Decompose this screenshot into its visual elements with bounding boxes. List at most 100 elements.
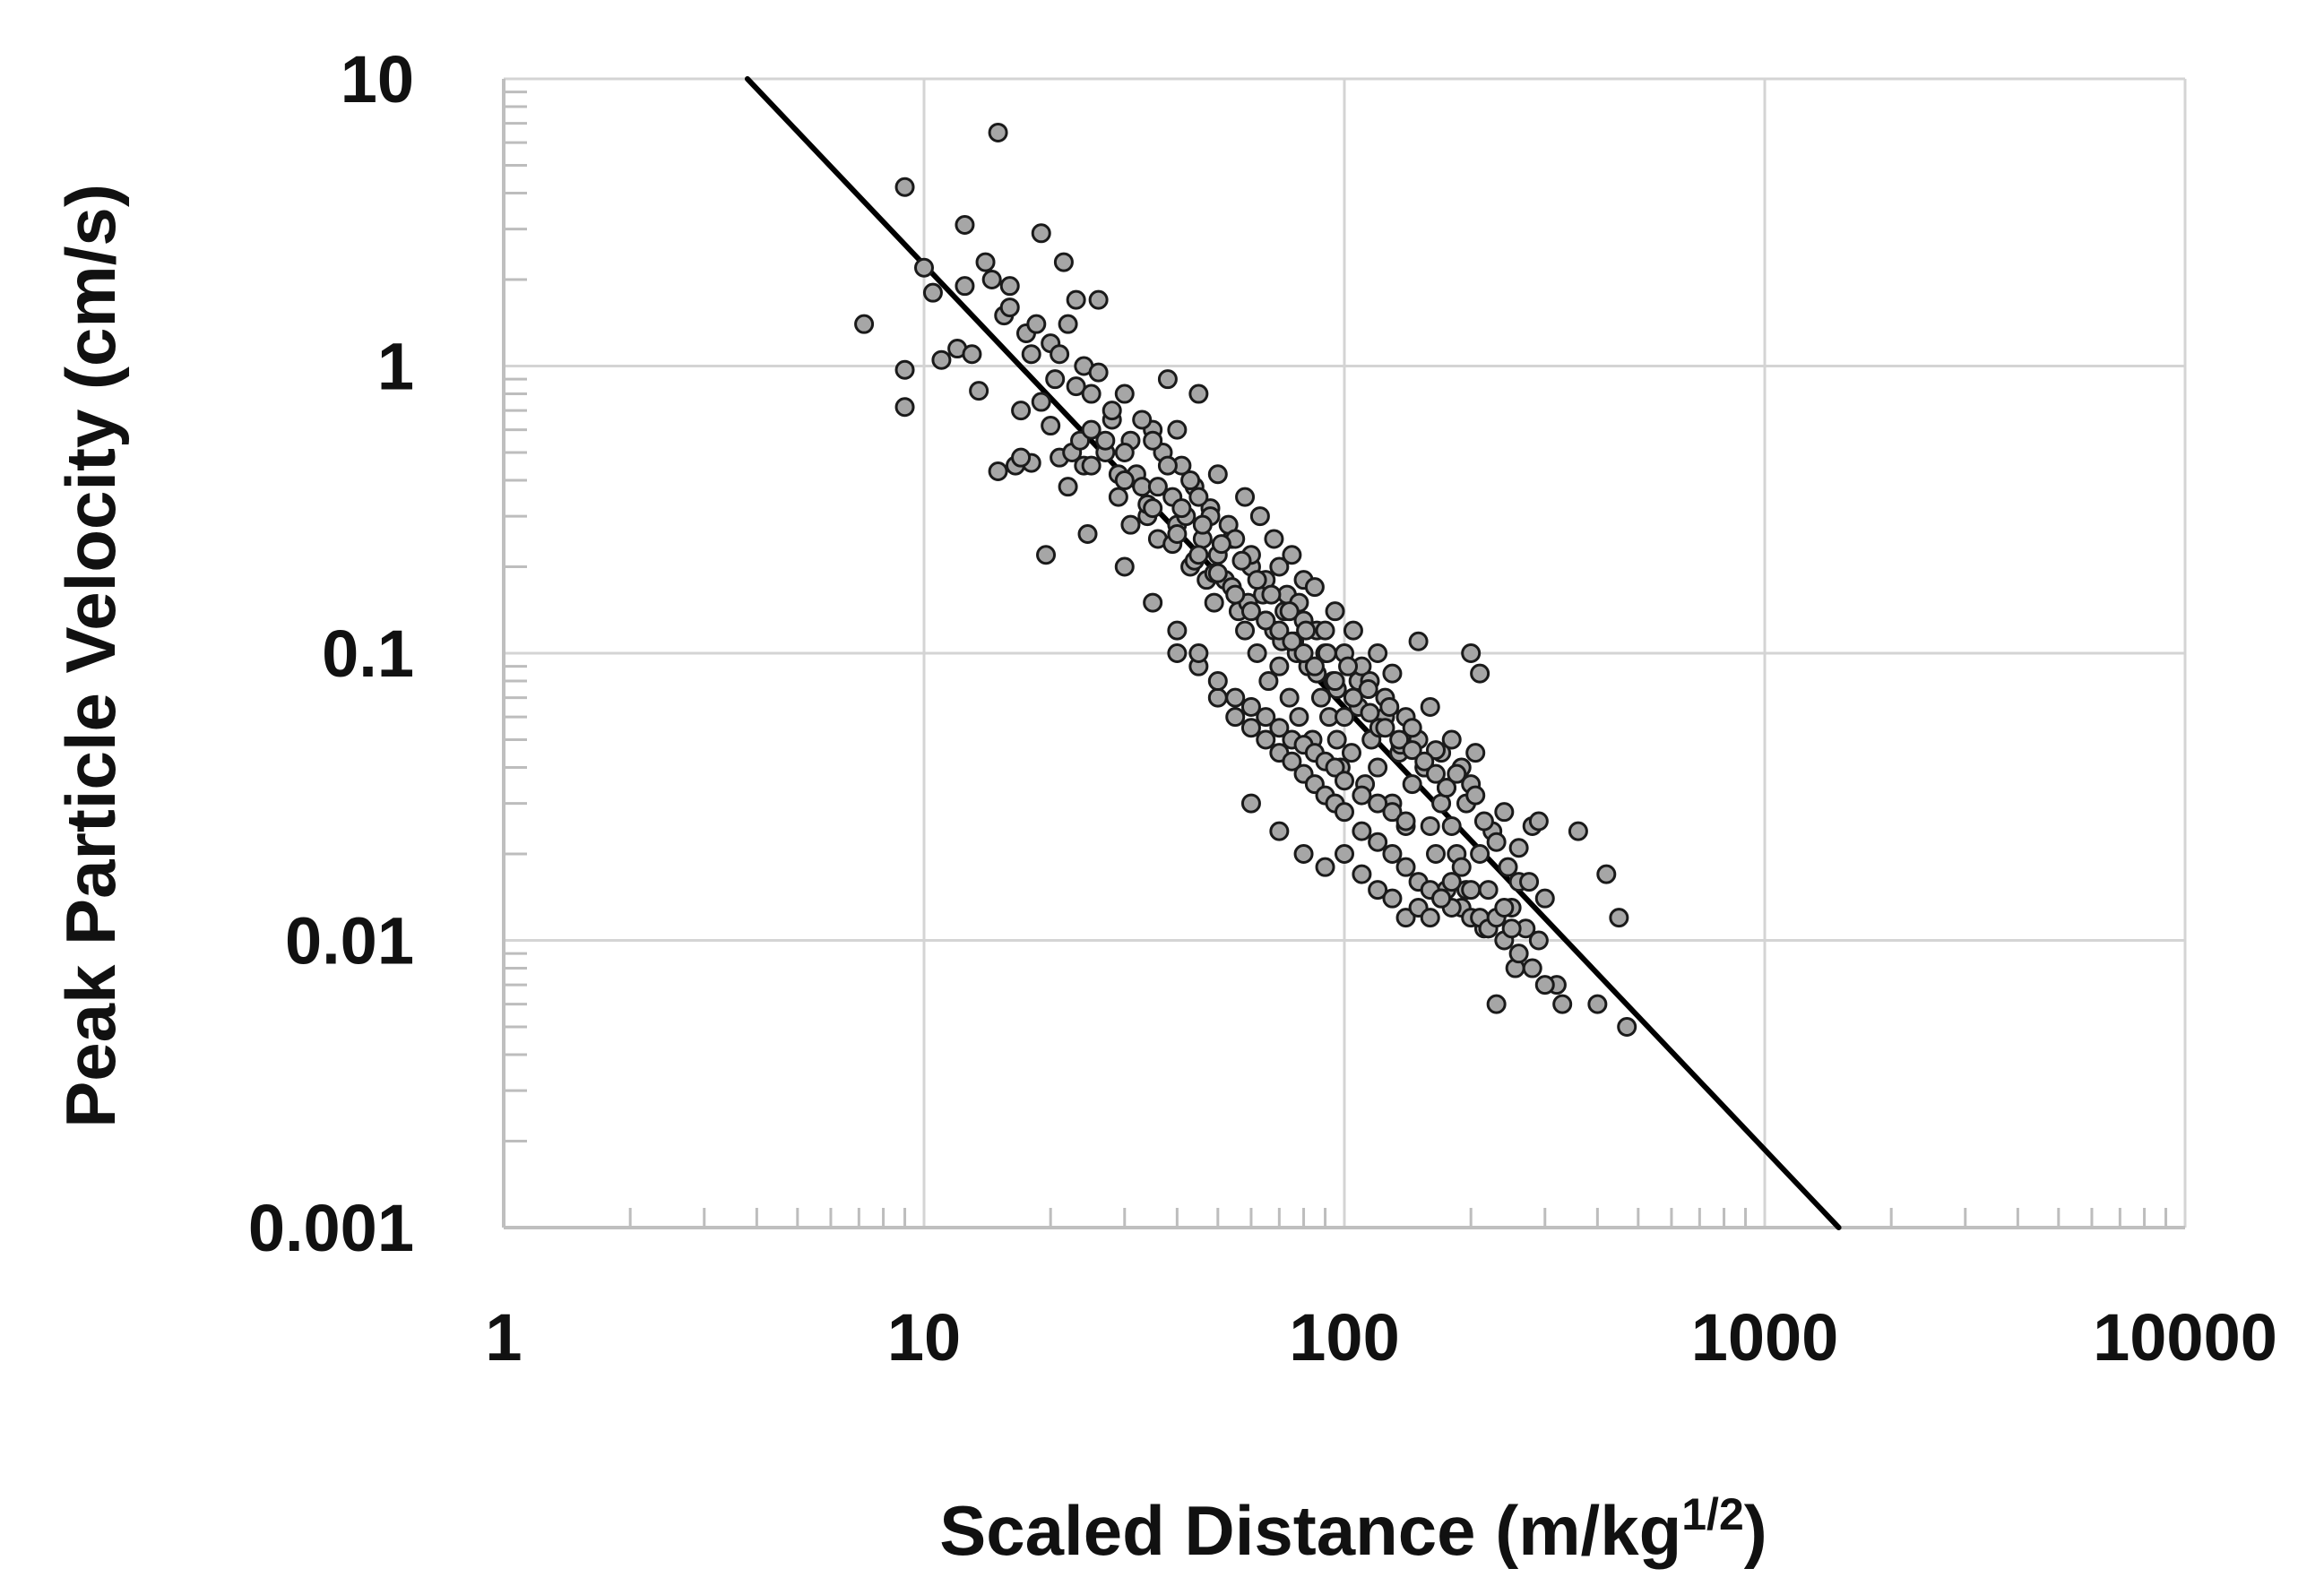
- data-point: [1011, 447, 1032, 468]
- data-point: [1441, 815, 1462, 836]
- data-point: [1293, 643, 1314, 663]
- data-point: [1465, 785, 1486, 806]
- data-point: [1326, 729, 1347, 750]
- data-point: [1486, 994, 1507, 1014]
- data-point: [1395, 908, 1416, 928]
- data-point: [1414, 751, 1435, 771]
- data-point: [1420, 815, 1440, 836]
- data-point: [1358, 679, 1378, 700]
- data-point: [1325, 757, 1345, 778]
- x-tick-labels: 1 10 100 1000 10000: [485, 1300, 2276, 1375]
- data-point: [1188, 643, 1209, 663]
- data-point: [1045, 369, 1066, 390]
- data-point: [1382, 844, 1403, 865]
- data-point: [1360, 702, 1380, 723]
- data-point: [1167, 524, 1188, 545]
- data-point: [1420, 908, 1440, 928]
- data-point: [1143, 592, 1163, 613]
- data-point: [969, 381, 989, 401]
- data-point: [1261, 584, 1282, 605]
- scatter-points: [854, 122, 1637, 1037]
- data-point: [1501, 918, 1522, 939]
- data-point: [1408, 631, 1429, 651]
- data-point: [1102, 401, 1122, 421]
- data-point: [1240, 601, 1261, 622]
- data-point: [1207, 687, 1228, 708]
- data-point: [999, 276, 1020, 297]
- data-point: [1596, 864, 1617, 884]
- data-point: [1207, 563, 1228, 583]
- data-point: [1225, 687, 1246, 708]
- data-point: [1095, 430, 1116, 451]
- data-point: [1282, 631, 1302, 651]
- data-point: [1451, 857, 1472, 877]
- data-point: [1379, 696, 1400, 717]
- data-point: [1192, 514, 1213, 535]
- data-point: [1461, 880, 1482, 901]
- data-point: [1352, 864, 1372, 884]
- data-point: [1389, 729, 1410, 750]
- data-point: [1470, 663, 1490, 684]
- data-point: [1395, 811, 1416, 832]
- data-point: [1066, 376, 1086, 397]
- data-point: [1441, 729, 1462, 750]
- data-point: [1225, 707, 1246, 728]
- data-point: [1368, 880, 1388, 901]
- y-tick-label: 10: [341, 42, 414, 116]
- data-point: [1426, 740, 1446, 761]
- data-point: [914, 257, 934, 278]
- x-tick-label: 10: [887, 1300, 961, 1375]
- data-point: [1293, 844, 1314, 865]
- data-point: [999, 297, 1020, 318]
- data-point: [1240, 793, 1261, 814]
- data-point: [1315, 857, 1335, 877]
- data-point: [1011, 401, 1032, 421]
- data-point: [1269, 620, 1290, 641]
- data-point: [1114, 442, 1135, 462]
- data-point: [1470, 844, 1490, 865]
- data-point: [1249, 506, 1270, 527]
- data-point: [975, 252, 996, 272]
- data-point: [1441, 872, 1462, 892]
- data-point: [1041, 416, 1061, 436]
- data-point: [1247, 570, 1267, 590]
- x-tick-label: 10000: [2093, 1300, 2277, 1375]
- data-point: [1132, 409, 1153, 430]
- data-point: [1269, 656, 1290, 677]
- data-point: [854, 314, 875, 334]
- data-point: [1304, 656, 1325, 677]
- data-point: [1031, 392, 1051, 412]
- data-point: [1368, 832, 1388, 852]
- data-point: [1247, 643, 1267, 663]
- data-point: [1077, 524, 1098, 545]
- data-point: [1031, 223, 1051, 244]
- data-point: [1587, 994, 1608, 1014]
- data-point: [1143, 498, 1163, 519]
- data-point: [1498, 857, 1518, 877]
- data-point: [1021, 344, 1041, 365]
- data-point: [1157, 455, 1178, 476]
- data-point: [1240, 718, 1261, 738]
- y-tick-label: 0.001: [248, 1191, 414, 1265]
- data-point: [1053, 252, 1074, 272]
- data-point: [955, 276, 975, 297]
- data-point: [1534, 888, 1555, 909]
- data-point: [1609, 908, 1629, 928]
- data-point: [1240, 696, 1261, 717]
- data-point: [1036, 545, 1057, 565]
- data-point: [1436, 778, 1456, 798]
- data-point: [1058, 477, 1078, 497]
- data-point: [1382, 663, 1403, 684]
- data-point: [1269, 718, 1290, 738]
- data-point: [1473, 811, 1494, 832]
- data-point: [1058, 314, 1078, 334]
- data-point: [1296, 620, 1317, 641]
- data-point: [1368, 643, 1388, 663]
- data-point: [962, 344, 982, 365]
- data-point: [1465, 743, 1486, 763]
- data-point: [1207, 464, 1228, 485]
- data-point: [1088, 289, 1109, 310]
- data-point: [1114, 556, 1135, 577]
- y-tick-label: 1: [377, 330, 414, 404]
- data-point: [1132, 477, 1153, 497]
